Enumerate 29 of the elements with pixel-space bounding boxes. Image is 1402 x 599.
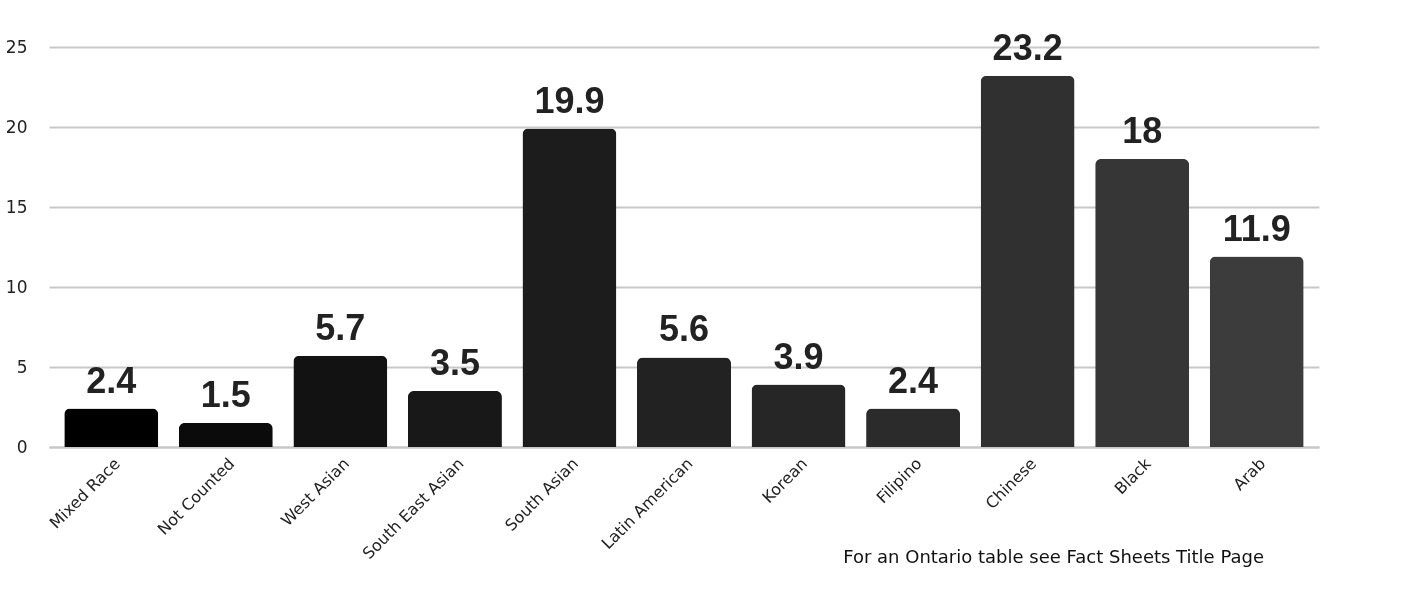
bar bbox=[407, 391, 502, 447]
y-tick-label: 15 bbox=[5, 196, 28, 217]
data-label: 5.7 bbox=[315, 306, 366, 348]
bar bbox=[64, 408, 159, 447]
bar bbox=[178, 423, 273, 447]
bar bbox=[522, 128, 617, 447]
data-label: 3.5 bbox=[429, 342, 480, 383]
data-label: 3.9 bbox=[773, 335, 824, 377]
data-label: 18 bbox=[1122, 110, 1163, 151]
y-tick-label: 0 bbox=[16, 436, 28, 457]
bar bbox=[637, 357, 731, 447]
data-label: 11.9 bbox=[1222, 207, 1291, 249]
data-label: 2.4 bbox=[888, 359, 939, 401]
y-tick-label: 25 bbox=[5, 36, 28, 57]
bar bbox=[1095, 159, 1190, 447]
bar bbox=[751, 384, 846, 447]
bar bbox=[1209, 256, 1304, 447]
bar bbox=[293, 355, 388, 447]
bar bbox=[866, 408, 961, 447]
text: For an Ontario table see Fact Sheets Title Page bbox=[843, 546, 1264, 567]
y-tick-label: 10 bbox=[5, 276, 28, 297]
y-tick-label: 20 bbox=[5, 116, 28, 137]
data-label: 1.5 bbox=[200, 374, 251, 415]
data-label: 2.4 bbox=[86, 359, 137, 401]
data-label: 5.6 bbox=[658, 308, 710, 350]
y-tick-label: 5 bbox=[16, 356, 28, 377]
data-label: 23.2 bbox=[992, 26, 1063, 68]
data-label: 19.9 bbox=[534, 79, 605, 121]
bar bbox=[980, 75, 1075, 447]
